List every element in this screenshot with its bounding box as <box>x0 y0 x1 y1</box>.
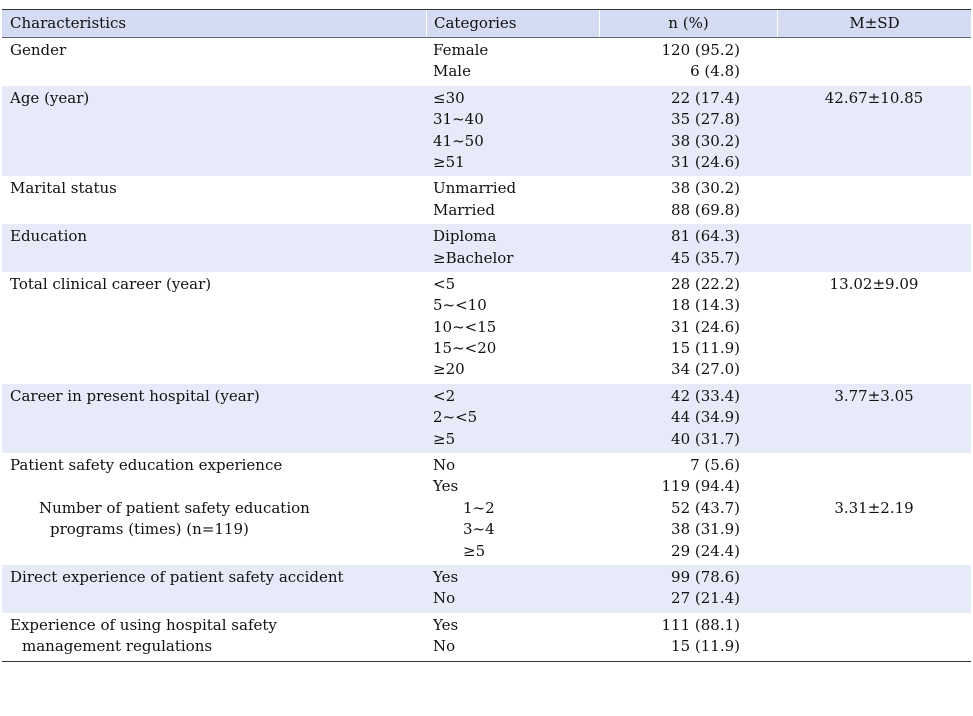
count: 31 (24.6) <box>671 317 740 336</box>
category: Female <box>433 41 489 59</box>
category: 15~<20 <box>433 339 497 358</box>
category: 5~<10 <box>433 296 487 315</box>
sub-row-label: Number of patient safety education <box>39 498 310 517</box>
category: <5 <box>433 274 456 293</box>
category: ≤30 <box>433 88 465 107</box>
mean-sd: 42.67±10.85 <box>824 88 924 107</box>
count: 42 (33.4) <box>671 386 740 405</box>
count: 38 (30.2) <box>671 131 740 150</box>
category: Yes <box>433 615 459 634</box>
count: 120 (95.2) <box>661 41 740 59</box>
count: 40 (31.7) <box>671 429 740 448</box>
header-characteristics: Characteristics <box>10 14 127 32</box>
count: 35 (27.8) <box>671 110 740 129</box>
mean-sd: 13.02±9.09 <box>829 274 919 293</box>
count: 44 (34.9) <box>671 408 740 427</box>
count: 81 (64.3) <box>671 227 740 246</box>
category: ≥51 <box>433 152 465 171</box>
count: 88 (69.8) <box>671 200 740 219</box>
count: 27 (21.4) <box>671 589 740 608</box>
row-label: Patient safety education experience <box>10 456 283 475</box>
category: ≥Bachelor <box>433 248 514 267</box>
count: 18 (14.3) <box>671 296 740 315</box>
category: Unmarried <box>433 179 517 198</box>
row-label: Education <box>10 227 88 246</box>
count: 34 (27.0) <box>671 360 740 379</box>
table-header: Characteristics Categories n (%) M±SD <box>2 10 971 38</box>
count: 6 (4.8) <box>690 62 740 81</box>
count: 45 (35.7) <box>671 248 740 267</box>
table-row-education: Education Diploma ≥Bachelor 81 (64.3) 45… <box>2 224 971 272</box>
row-label: Total clinical career (year) <box>10 274 212 293</box>
table-row-marital: Marital status Unmarried Married 38 (30.… <box>2 176 971 224</box>
table-row-career-total: Total clinical career (year) <5 5~<10 10… <box>2 272 971 384</box>
category: No <box>433 589 456 608</box>
row-label: Direct experience of patient safety acci… <box>10 567 344 586</box>
category: Diploma <box>433 227 497 246</box>
mean-sd: 3.31±2.19 <box>834 498 914 517</box>
category: No <box>433 637 456 656</box>
header-msd: M±SD <box>777 10 971 37</box>
category: 31~40 <box>433 110 484 129</box>
mean-sd: 3.77±3.05 <box>834 386 914 405</box>
row-label-cont: management regulations <box>22 637 213 656</box>
table-row-regulations: Experience of using hospital safety mana… <box>2 613 971 661</box>
count: 29 (24.4) <box>671 541 740 560</box>
category: No <box>433 456 456 475</box>
count: 119 (94.4) <box>661 477 740 496</box>
category: 2~<5 <box>433 408 478 427</box>
sub-row-label-cont: programs (times) (n=119) <box>50 520 249 539</box>
category: <2 <box>433 386 456 405</box>
category: 10~<15 <box>433 317 497 336</box>
table-row-gender: Gender Female Male 120 (95.2) 6 (4.8) <box>2 38 971 86</box>
row-label: Career in present hospital (year) <box>10 386 260 405</box>
count: 22 (17.4) <box>671 88 740 107</box>
table-row-accident: Direct experience of patient safety acci… <box>2 564 971 613</box>
header-categories: Categories <box>426 10 599 37</box>
count: 99 (78.6) <box>671 567 740 586</box>
row-label: Age (year) <box>10 88 90 107</box>
sub-category: ≥5 <box>463 541 486 560</box>
table-row-ps-education: Patient safety education experience Numb… <box>2 453 971 565</box>
header-n-percent: n (%) <box>599 10 777 37</box>
count: 15 (11.9) <box>671 339 740 358</box>
count: 15 (11.9) <box>671 637 740 656</box>
sub-category: 1~2 <box>463 498 495 517</box>
category: 41~50 <box>433 131 484 150</box>
characteristics-table: Characteristics Categories n (%) M±SD Ge… <box>2 9 971 662</box>
category: ≥5 <box>433 429 456 448</box>
count: 52 (43.7) <box>671 498 740 517</box>
table-row-career-present: Career in present hospital (year) <2 2~<… <box>2 383 971 454</box>
category: Male <box>433 62 471 81</box>
category: Yes <box>433 477 459 496</box>
sub-category: 3~4 <box>463 520 495 539</box>
row-label: Marital status <box>10 179 117 198</box>
count: 38 (30.2) <box>671 179 740 198</box>
count: 7 (5.6) <box>690 456 740 475</box>
category: Yes <box>433 567 459 586</box>
count: 31 (24.6) <box>671 152 740 171</box>
count: 28 (22.2) <box>671 274 740 293</box>
table-row-age: Age (year) ≤30 31~40 41~50 ≥51 22 (17.4)… <box>2 85 971 177</box>
count: 38 (31.9) <box>671 520 740 539</box>
count: 111 (88.1) <box>661 615 740 634</box>
category: Married <box>433 200 495 219</box>
row-label: Gender <box>10 41 67 59</box>
row-label: Experience of using hospital safety <box>10 615 277 634</box>
category: ≥20 <box>433 360 465 379</box>
